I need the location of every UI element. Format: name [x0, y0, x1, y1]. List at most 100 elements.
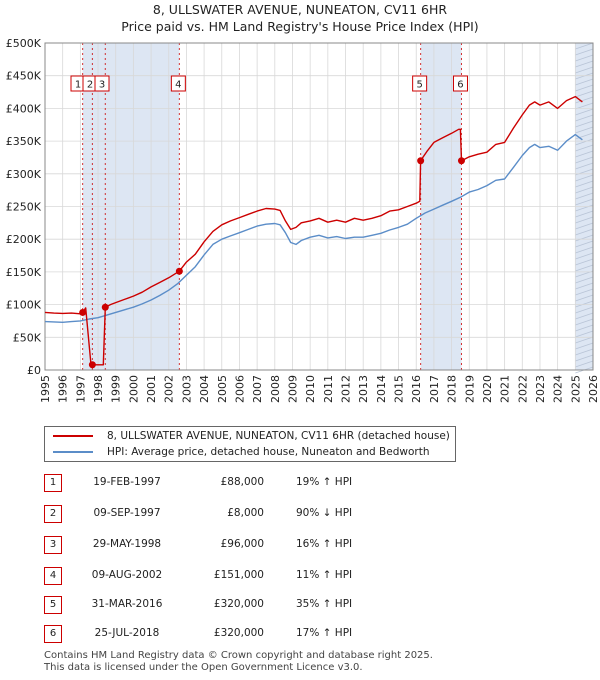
legend-label-hpi: HPI: Average price, detached house, Nune…	[107, 446, 430, 458]
forecast-hatch	[575, 132, 594, 140]
transaction-row: 1 19-FEB-1997 £88,000 19% ↑ HPI	[44, 472, 404, 494]
transaction-row: 2 09-SEP-1997 £8,000 90% ↓ HPI	[44, 503, 404, 525]
transaction-hpi: 90% ↓ HPI	[296, 507, 353, 519]
x-tick-label: 2004	[198, 375, 211, 403]
sale-number-label: 2	[87, 80, 93, 91]
y-tick-label: £300K	[6, 168, 42, 181]
series-line	[44, 133, 583, 323]
x-tick-label: 2009	[286, 375, 299, 403]
forecast-hatch	[575, 192, 594, 200]
forecast-hatch	[575, 216, 594, 224]
forecast-hatch	[575, 324, 594, 332]
x-tick-label: 2001	[145, 375, 158, 403]
price-chart: £0 £50K £100K £150K £200K £250K £300K £350K £400…	[6, 37, 600, 403]
forecast-hatch	[575, 150, 594, 158]
transaction-number: 3	[44, 536, 62, 554]
x-tick-label: 2024	[552, 375, 565, 403]
transaction-hpi: 19% ↑ HPI	[296, 476, 353, 488]
x-tick-label: 2013	[357, 375, 370, 403]
forecast-hatch	[575, 252, 594, 260]
x-tick-label: 2006	[233, 375, 246, 403]
x-tick-label: 2017	[428, 375, 441, 403]
sale-number-box	[170, 75, 186, 92]
forecast-hatch	[575, 300, 594, 308]
transaction-price: £96,000	[220, 538, 264, 550]
x-tick-label: 1997	[74, 375, 87, 403]
sale-point	[457, 157, 465, 165]
y-tick-label: £100K	[6, 299, 42, 312]
forecast-hatch	[575, 54, 594, 62]
forecast-hatch	[575, 204, 594, 212]
forecast-hatch	[575, 246, 594, 254]
forecast-hatch	[575, 348, 594, 356]
plot-frame	[44, 42, 594, 371]
x-tick-label: 2012	[340, 375, 353, 403]
forecast-hatch	[575, 60, 594, 68]
forecast-hatch	[575, 210, 594, 218]
transaction-row: 3 29-MAY-1998 £96,000 16% ↑ HPI	[44, 534, 404, 556]
footer-copyright: Contains HM Land Registry data © Crown c…	[44, 650, 433, 661]
transaction-number: 1	[44, 474, 62, 492]
y-tick-label: £450K	[6, 70, 42, 83]
forecast-hatch	[575, 96, 594, 104]
forecast-hatch	[575, 108, 594, 116]
x-tick-label: 2003	[180, 375, 193, 403]
y-tick-label: £50K	[13, 331, 42, 344]
forecast-hatch	[575, 162, 594, 170]
forecast-hatch	[575, 234, 594, 242]
y-tick-label: £250K	[6, 201, 42, 214]
forecast-hatch	[575, 276, 594, 284]
transaction-price: £88,000	[220, 476, 264, 488]
forecast-hatch	[575, 90, 594, 98]
x-tick-label: 2020	[481, 375, 494, 403]
sale-number-box	[412, 75, 428, 92]
forecast-hatch	[575, 360, 594, 368]
forecast-hatch	[575, 240, 594, 248]
forecast-hatch	[575, 312, 594, 320]
sale-point	[175, 267, 183, 275]
transaction-date: 29-MAY-1998	[92, 538, 162, 550]
transaction-row: 4 09-AUG-2002 £151,000 11% ↑ HPI	[44, 565, 404, 587]
x-tick-label: 2023	[534, 375, 547, 403]
forecast-hatch	[575, 222, 594, 230]
x-tick-label: 2019	[463, 375, 476, 403]
sale-point	[101, 303, 109, 311]
transaction-hpi: 11% ↑ HPI	[296, 569, 353, 581]
forecast-hatch	[575, 138, 594, 146]
x-tick-label: 2016	[410, 375, 423, 403]
x-tick-label: 2022	[516, 375, 529, 403]
x-tick-label: 2010	[304, 375, 317, 403]
x-tick-label: 1999	[110, 375, 123, 403]
forecast-hatch	[575, 156, 594, 164]
forecast-hatch	[575, 186, 594, 194]
forecast-hatch	[575, 144, 594, 152]
forecast-hatch	[575, 294, 594, 302]
forecast-hatch	[575, 120, 594, 128]
chart-legend: 8, ULLSWATER AVENUE, NUNEATON, CV11 6HR …	[44, 426, 456, 462]
chart-subtitle: Price paid vs. HM Land Registry's House …	[121, 19, 479, 34]
sale-number-label: 1	[75, 80, 81, 91]
footer-licence: This data is licensed under the Open Gov…	[44, 662, 363, 673]
transaction-price: £8,000	[227, 507, 264, 519]
transaction-price: £320,000	[213, 598, 264, 610]
chart-title: 8, ULLSWATER AVENUE, NUNEATON, CV11 6HR	[152, 2, 448, 17]
forecast-hatch	[575, 288, 594, 296]
y-tick-label: £150K	[6, 266, 42, 279]
x-tick-label: 2011	[322, 375, 335, 403]
sale-number-label: 6	[457, 80, 463, 91]
legend-swatch-hpi	[53, 451, 93, 453]
forecast-hatch	[575, 258, 594, 266]
sale-number-box	[94, 75, 110, 92]
x-tick-label: 2021	[499, 375, 512, 403]
forecast-hatch	[575, 180, 594, 188]
forecast-hatch	[575, 198, 594, 206]
sale-number-label: 3	[99, 80, 105, 91]
sale-point	[79, 308, 87, 316]
x-tick-label: 2018	[446, 375, 459, 403]
forecast-hatch	[575, 264, 594, 272]
forecast-hatch	[575, 306, 594, 314]
forecast-hatch	[575, 318, 594, 326]
legend-label-property: 8, ULLSWATER AVENUE, NUNEATON, CV11 6HR …	[107, 430, 450, 442]
forecast-hatch	[575, 336, 594, 344]
transaction-number: 5	[44, 596, 62, 614]
